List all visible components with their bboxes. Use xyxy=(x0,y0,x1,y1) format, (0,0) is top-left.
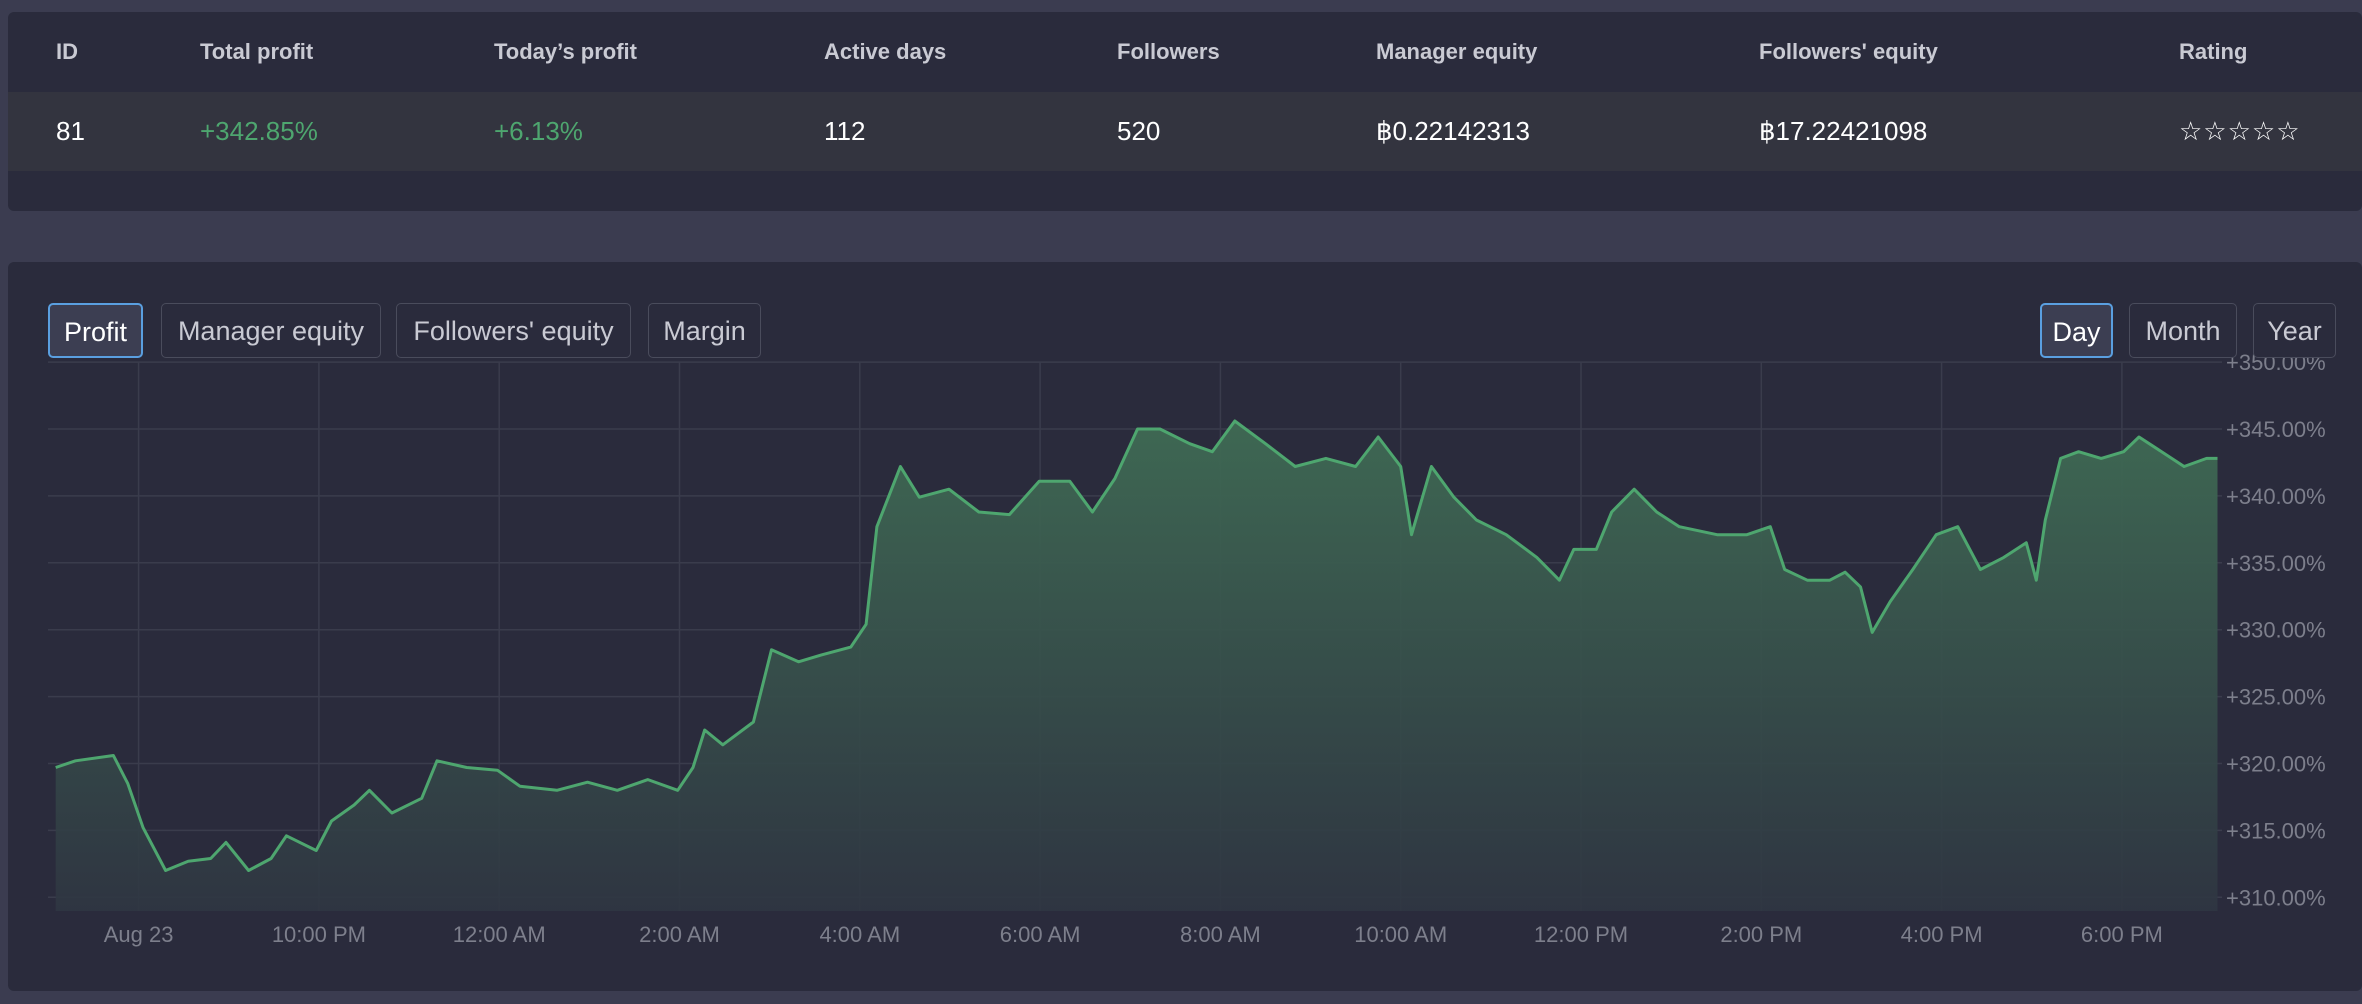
header-followers: Followers xyxy=(1117,39,1220,64)
header-manager-equity: Manager equity xyxy=(1376,39,1538,64)
cell-followers-equity: ฿17.22421098 xyxy=(1759,116,1928,146)
x-tick-label: 6:00 AM xyxy=(1000,922,1081,947)
x-tick-label: Aug 23 xyxy=(104,922,174,947)
x-tick-label: 2:00 AM xyxy=(639,922,720,947)
x-tick-label: 2:00 PM xyxy=(1720,922,1802,947)
y-tick-label: +320.00% xyxy=(2226,752,2326,777)
y-tick-label: +310.00% xyxy=(2226,885,2326,910)
header-active-days: Active days xyxy=(824,39,947,64)
header-todays-profit: Today’s profit xyxy=(494,39,637,64)
x-tick-label: 12:00 PM xyxy=(1534,922,1628,947)
header-rating: Rating xyxy=(2179,39,2248,64)
cell-id: 81 xyxy=(56,116,85,146)
y-tick-label: +335.00% xyxy=(2226,551,2326,576)
period-day-button[interactable]: Day xyxy=(2040,303,2113,358)
y-tick-label: +345.00% xyxy=(2226,417,2326,442)
trader-stats-table: ID Total profit Today’s profit Active da… xyxy=(8,12,2362,211)
header-followers-equity: Followers' equity xyxy=(1759,39,1938,64)
x-tick-label: 6:00 PM xyxy=(2081,922,2163,947)
x-tick-label: 10:00 PM xyxy=(272,922,366,947)
y-tick-label: +325.00% xyxy=(2226,685,2326,710)
tab-manager-equity[interactable]: Manager equity xyxy=(161,303,381,358)
cell-followers: 520 xyxy=(1117,116,1161,146)
tab-profit[interactable]: Profit xyxy=(48,303,143,358)
tab-margin[interactable]: Margin xyxy=(648,303,761,358)
profit-area xyxy=(55,421,2218,911)
x-tick-label: 12:00 AM xyxy=(453,922,546,947)
cell-manager-equity: ฿0.22142313 xyxy=(1376,116,1530,146)
x-tick-label: 4:00 PM xyxy=(1901,922,1983,947)
period-month-button[interactable]: Month xyxy=(2129,303,2237,358)
header-id: ID xyxy=(56,39,78,64)
x-tick-label: 8:00 AM xyxy=(1180,922,1261,947)
table-header-row: ID Total profit Today’s profit Active da… xyxy=(8,12,2362,91)
y-tick-label: +330.00% xyxy=(2226,618,2326,643)
y-tick-label: +340.00% xyxy=(2226,484,2326,509)
cell-total-profit: +342.85% xyxy=(200,116,318,146)
x-tick-label: 10:00 AM xyxy=(1354,922,1447,947)
profit-line xyxy=(55,419,2218,872)
period-year-button[interactable]: Year xyxy=(2253,303,2336,358)
tab-followers-equity[interactable]: Followers' equity xyxy=(396,303,631,358)
header-total-profit: Total profit xyxy=(200,39,314,64)
table-row[interactable]: 81 +342.85% +6.13% 112 520 ฿0.22142313 ฿… xyxy=(8,92,2362,171)
x-tick-label: 4:00 AM xyxy=(819,922,900,947)
y-tick-label: +315.00% xyxy=(2226,818,2326,843)
cell-todays-profit: +6.13% xyxy=(494,116,583,146)
cell-active-days: 112 xyxy=(824,116,866,146)
rating-stars-icon: ☆☆☆☆☆ xyxy=(2179,116,2301,146)
